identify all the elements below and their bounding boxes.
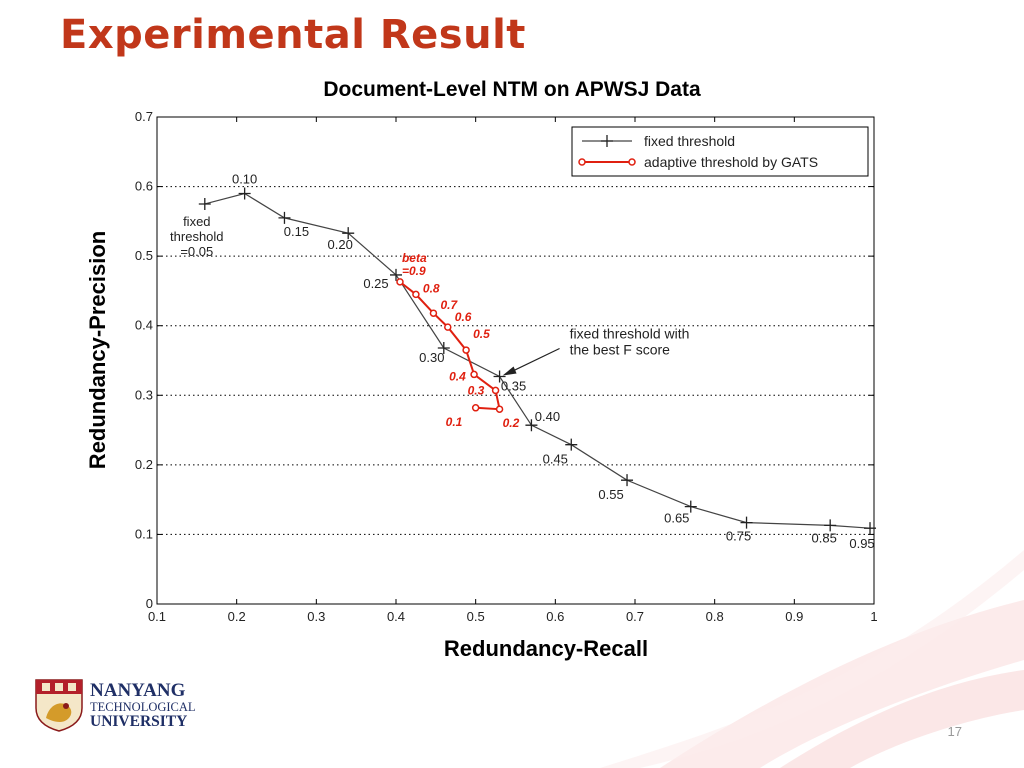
legend-marker-adaptive [578,158,586,166]
data-label-adaptive: 0.5 [473,327,490,341]
x-tick-label: 0.4 [387,609,405,624]
x-tick-label: 0.9 [785,609,803,624]
data-label-fixed: 0.95 [849,536,874,551]
marker-adaptive [412,290,420,299]
x-tick-label: 0.7 [626,609,644,624]
x-tick-label: 0.8 [706,609,724,624]
marker-adaptive [491,386,500,395]
marker-adaptive [470,370,478,379]
y-tick-label: 0.4 [135,318,153,333]
marker-fixed-threshold [740,516,753,529]
data-label-adaptive: 0.3 [468,383,485,397]
data-label-adaptive: 0.7 [440,298,458,312]
series-line-fixed-threshold [204,192,871,529]
data-label-adaptive: 0.4 [449,369,466,383]
marker-fixed-threshold [525,419,538,432]
y-tick-label: 0.1 [135,526,153,541]
annotation-best-f: fixed threshold with [570,326,690,342]
x-tick-label: 0.3 [307,609,325,624]
data-label-fixed: 0.30 [419,350,444,365]
marker-fixed-threshold [238,187,251,200]
data-label-adaptive: 0.8 [423,281,440,295]
annotation-beta-start: =0.9 [402,264,426,278]
x-tick-label: 0.5 [467,609,485,624]
university-crest-icon [35,679,83,732]
marker-fixed-threshold [824,519,837,532]
chart-title: Document-Level NTM on APWSJ Data [323,78,701,101]
plot-area [156,116,875,605]
marker-fixed-threshold [342,227,355,240]
data-label-fixed: 0.20 [328,237,353,252]
data-label-fixed: 0.85 [812,530,837,545]
marker-fixed-threshold [565,438,578,451]
data-label-adaptive: 0.6 [455,310,472,324]
marker-fixed-threshold [437,341,450,354]
annotation-fixed-start: =0.05 [180,244,213,259]
legend-marker-fixed [601,135,613,147]
x-tick-label: 0.6 [546,609,564,624]
legend-label-adaptive: adaptive threshold by GATS [644,154,818,170]
marker-fixed-threshold [493,370,506,383]
y-tick-label: 0.7 [135,109,153,124]
marker-fixed-threshold [278,211,291,224]
data-label-fixed: 0.10 [232,172,257,187]
data-label-fixed: 0.40 [535,409,560,424]
marker-fixed-threshold [684,500,697,513]
marker-fixed-threshold [621,474,634,487]
page-number: 17 [947,724,962,739]
decorative-swoosh [600,550,1024,768]
legend-box [571,126,869,177]
data-label-fixed: 0.25 [363,276,388,291]
y-tick-label: 0.3 [135,387,153,402]
y-tick-label: 0 [146,596,153,611]
annotation-best-f: the best F score [570,342,671,358]
data-label-fixed: 0.15 [284,224,309,239]
logo-line-3: UNIVERSITY [90,713,188,730]
data-label-adaptive: 0.2 [503,416,520,430]
university-logo: NANYANG TECHNOLOGICAL UNIVERSITY [34,678,204,734]
data-label-fixed: 0.75 [726,529,751,544]
legend-marker-adaptive [628,158,636,166]
annotation-beta-start: beta [402,251,427,265]
y-axis-label: Redundancy-Precision [85,230,110,470]
data-label-fixed: 0.65 [664,511,689,526]
x-tick-label: 0.2 [228,609,246,624]
marker-adaptive [429,309,438,317]
x-axis-label: Redundancy-Recall [443,636,649,661]
marker-fixed-threshold [864,522,877,535]
data-label-fixed: 0.35 [501,379,526,394]
data-label-adaptive: 0.1 [446,415,463,429]
data-label-fixed: 0.45 [543,452,568,467]
y-tick-label: 0.5 [135,248,153,263]
marker-fixed-threshold [198,197,211,210]
annotation-fixed-start: fixed [183,214,210,229]
marker-adaptive [471,404,480,412]
marker-adaptive [396,278,404,286]
x-tick-label: 0.1 [148,609,166,624]
x-tick-label: 1 [870,609,877,624]
marker-adaptive [444,323,452,331]
annotation-arrowhead [502,366,517,376]
slide-title: Experimental Result [60,12,526,58]
legend-label-fixed: fixed threshold [644,133,735,149]
data-label-fixed: 0.55 [598,487,623,502]
marker-adaptive [495,405,504,413]
annotation-fixed-start: threshold [170,229,223,244]
logo-line-1: NANYANG [90,680,186,701]
marker-adaptive [462,346,470,354]
y-tick-label: 0.6 [135,179,153,194]
y-tick-label: 0.2 [135,457,153,472]
logo-line-2: TECHNOLOGICAL [90,700,196,714]
marker-fixed-threshold [390,268,402,281]
